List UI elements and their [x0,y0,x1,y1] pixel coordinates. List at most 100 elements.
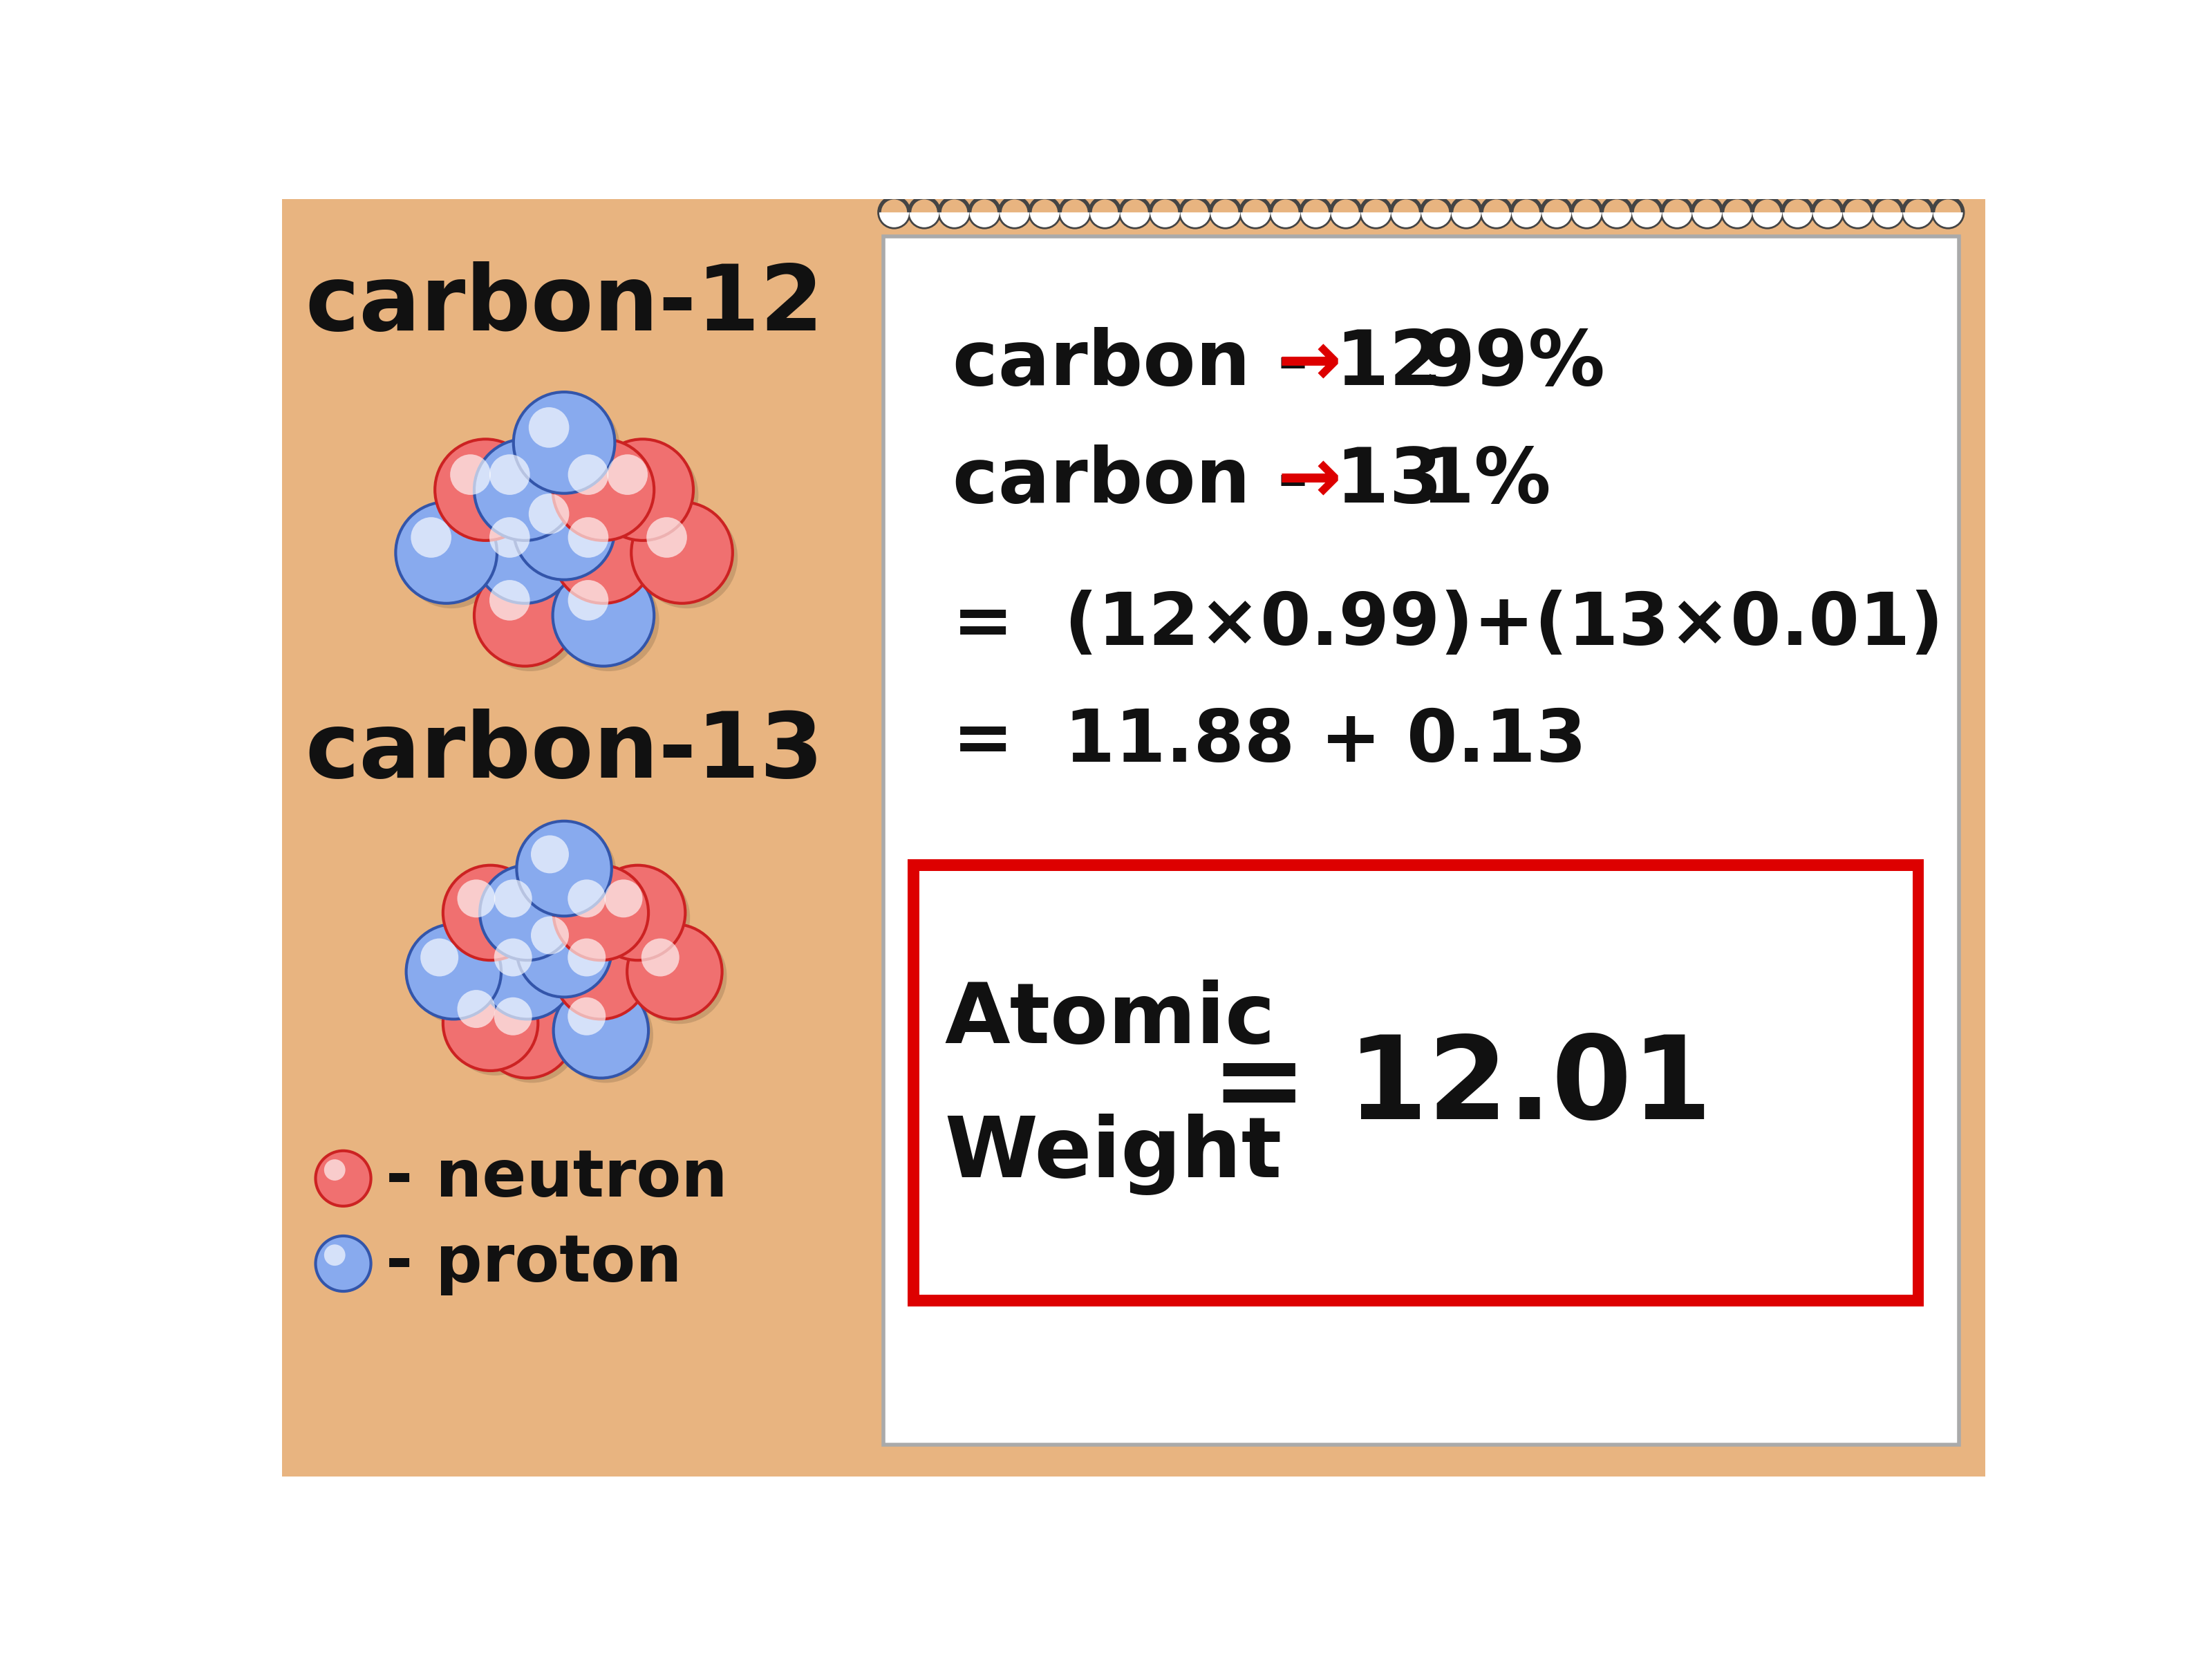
Text: carbon-13: carbon-13 [305,708,823,796]
Circle shape [447,980,542,1075]
Circle shape [489,581,531,620]
Wedge shape [1060,212,1091,227]
Wedge shape [1360,212,1391,227]
Text: =  11.88 + 0.13: = 11.88 + 0.13 [953,707,1586,776]
Circle shape [480,984,575,1078]
Wedge shape [1241,212,1270,227]
Circle shape [513,392,615,493]
Circle shape [557,508,659,609]
Circle shape [553,924,648,1019]
Wedge shape [1874,212,1902,227]
Circle shape [325,1244,345,1266]
Wedge shape [1150,212,1179,227]
Wedge shape [1812,212,1843,227]
Circle shape [480,866,575,961]
Circle shape [447,869,542,966]
Circle shape [411,518,451,557]
Circle shape [513,478,615,579]
Wedge shape [1783,212,1812,227]
Wedge shape [1270,212,1301,227]
Wedge shape [1031,212,1060,227]
Circle shape [522,826,617,921]
Circle shape [604,879,641,917]
Text: carbon - 12: carbon - 12 [953,327,1442,401]
Circle shape [529,494,568,534]
Wedge shape [1692,212,1721,227]
Wedge shape [1332,212,1360,227]
Circle shape [442,975,538,1070]
Circle shape [531,836,568,873]
Wedge shape [1422,212,1451,227]
Circle shape [493,939,533,977]
Circle shape [484,929,580,1024]
Wedge shape [1000,212,1029,227]
Circle shape [493,997,533,1035]
Text: Atomic: Atomic [945,979,1276,1060]
Circle shape [458,879,495,917]
Circle shape [568,518,608,557]
Circle shape [591,866,686,961]
Circle shape [553,503,655,604]
Circle shape [531,916,568,954]
Circle shape [473,564,575,667]
Circle shape [449,455,491,494]
Wedge shape [1933,212,1962,227]
Circle shape [440,445,542,546]
Circle shape [557,445,659,546]
Wedge shape [1661,212,1692,227]
Bar [907,859,1924,1306]
Circle shape [608,455,648,494]
Circle shape [458,990,495,1029]
Wedge shape [1210,212,1241,227]
Wedge shape [1902,212,1933,227]
Circle shape [568,879,606,917]
Circle shape [633,929,728,1024]
Circle shape [637,508,737,609]
Wedge shape [1451,212,1482,227]
Text: Weight: Weight [945,1113,1283,1194]
Circle shape [518,397,619,498]
Text: - neutron: - neutron [385,1146,728,1211]
Circle shape [568,997,606,1035]
Circle shape [595,869,690,966]
Circle shape [436,440,535,541]
Wedge shape [1391,212,1420,227]
Text: =  (12×0.99)+(13×0.01): = (12×0.99)+(13×0.01) [953,589,1944,660]
Circle shape [396,503,498,604]
Text: carbon-12: carbon-12 [305,262,823,350]
Circle shape [411,929,507,1024]
Circle shape [553,984,648,1078]
Circle shape [597,445,699,546]
Text: 1%: 1% [1420,445,1551,518]
Text: carbon - 13: carbon - 13 [953,445,1442,518]
Bar [920,871,1913,1294]
Wedge shape [909,212,940,227]
Circle shape [553,440,655,541]
Wedge shape [1091,212,1119,227]
Circle shape [316,1236,372,1291]
Circle shape [626,924,721,1019]
Circle shape [518,483,619,586]
Circle shape [646,518,688,557]
Circle shape [325,1160,345,1181]
Wedge shape [878,212,909,227]
Circle shape [568,455,608,494]
Circle shape [473,440,575,541]
Wedge shape [940,212,969,227]
Circle shape [518,902,613,997]
Circle shape [480,508,580,609]
Circle shape [484,987,580,1083]
Wedge shape [1843,212,1874,227]
Circle shape [557,869,653,966]
Circle shape [489,455,531,494]
Circle shape [557,929,653,1024]
Text: 99%: 99% [1420,327,1606,401]
Circle shape [529,406,568,448]
Circle shape [480,924,575,1019]
Text: = 12.01: = 12.01 [1210,1030,1712,1143]
Wedge shape [1119,212,1150,227]
Wedge shape [1181,212,1210,227]
Bar [883,236,1958,1445]
Circle shape [553,866,648,961]
Wedge shape [1723,212,1752,227]
